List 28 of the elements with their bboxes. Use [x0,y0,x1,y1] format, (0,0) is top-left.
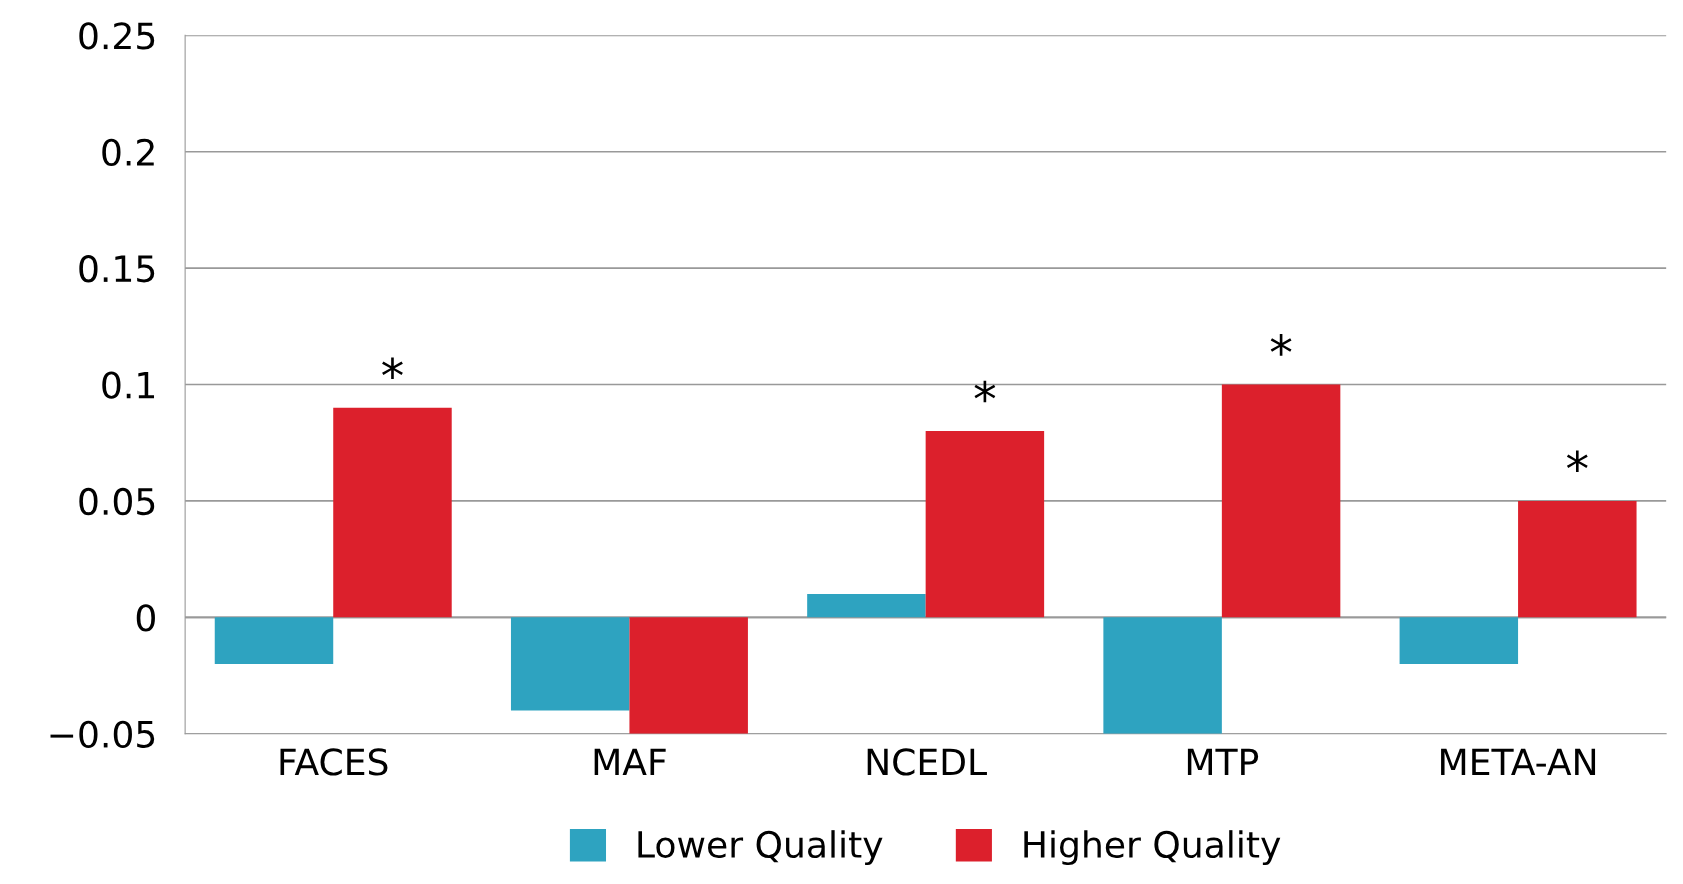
bar [925,431,1045,618]
x-tick-label: FACES [280,748,388,776]
y-tick-label: 0.05 [79,487,155,516]
x-tick-label: META-AN [1441,748,1596,776]
data-label: * [974,380,996,403]
bar [510,617,630,711]
y-tick-label: 0.2 [102,138,154,166]
bar [333,407,452,618]
y-tick-label: −0.05 [50,720,155,748]
bar [214,617,334,664]
y-tick-label: 0 [136,604,155,632]
bar [1518,500,1637,618]
bar [1399,617,1519,664]
x-tick-label: NCEDL [867,748,987,776]
y-tick-label: 0.1 [102,371,155,399]
bar [807,594,926,618]
x-tick-label: MTP [1187,748,1259,776]
data-label: * [382,357,403,379]
y-tick-label: 0.25 [79,22,155,50]
legend-label: Lower Quality [638,830,883,866]
data-label: * [1566,450,1588,473]
bar [1103,617,1222,734]
y-tick-label: 0.15 [79,255,155,283]
legend-label: Higher Quality [1024,830,1281,866]
bar [629,617,748,734]
bar [1221,384,1341,618]
data-label: * [1270,334,1292,356]
x-tick-label: MAF [594,748,666,776]
